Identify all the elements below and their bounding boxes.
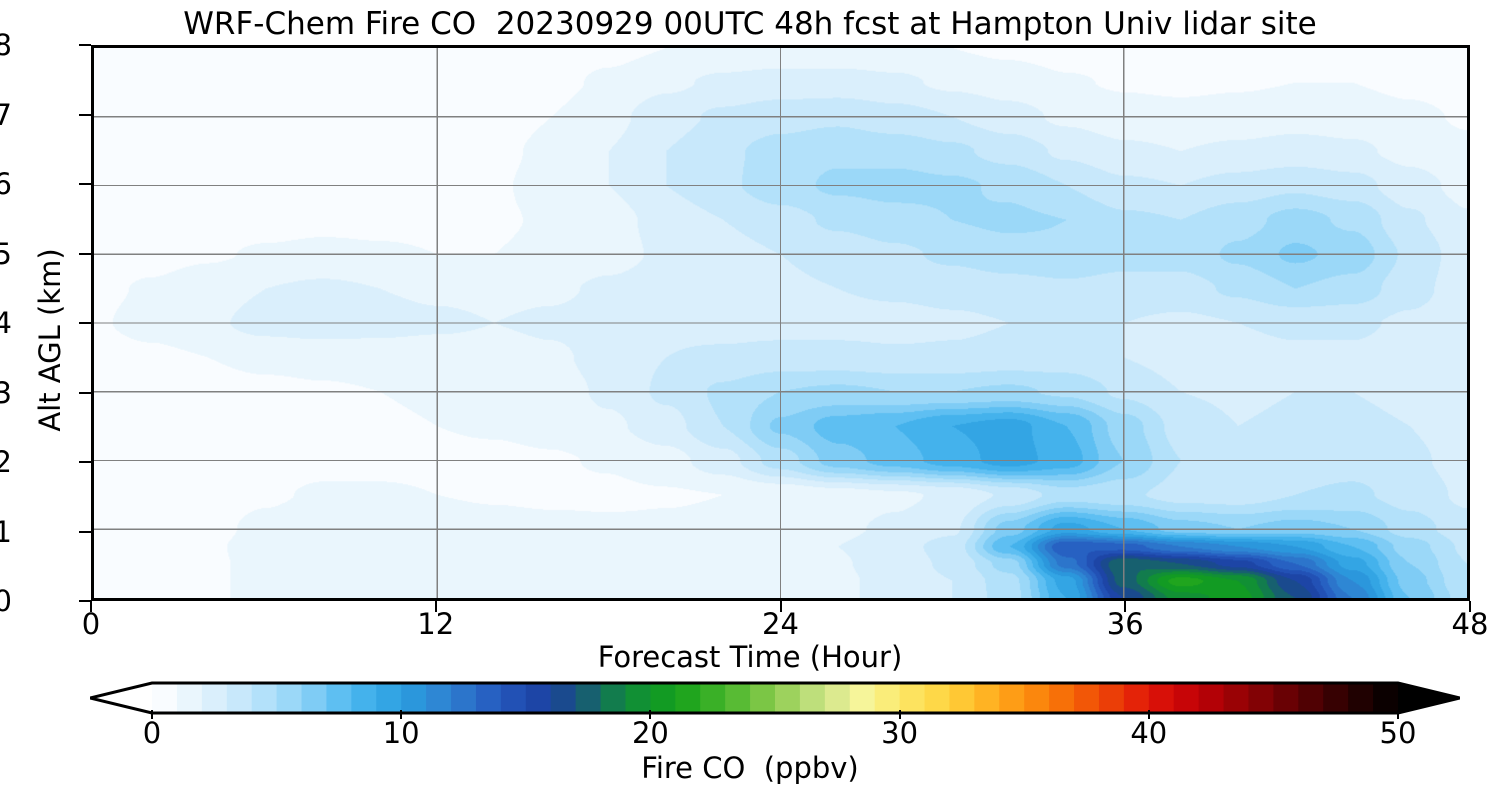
colorbar-tick-mark (400, 710, 403, 719)
y-axis-label: Alt AGL (km) (33, 248, 67, 432)
y-tick-mark (79, 183, 91, 185)
page-title: WRF-Chem Fire CO 20230929 00UTC 48h fcst… (183, 6, 1317, 42)
x-tick-mark (1469, 601, 1471, 612)
y-tick-label: 5 (0, 236, 12, 271)
x-tick-mark (1124, 601, 1127, 612)
colorbar-tick-label: 0 (142, 716, 162, 750)
colorbar-tick-label: 50 (1379, 716, 1417, 750)
y-tick-mark (79, 252, 91, 255)
y-tick-mark (79, 391, 91, 394)
colorbar-tick-label: 20 (631, 716, 669, 750)
colorbar-tick-label: 10 (382, 716, 420, 750)
y-tick-label: 8 (0, 28, 12, 62)
colorbar-tick-label: 30 (881, 716, 919, 750)
x-tick-label: 48 (1451, 607, 1489, 641)
x-tick-label: 24 (762, 607, 799, 641)
y-tick-mark (79, 322, 91, 324)
x-tick-label: 0 (81, 607, 101, 641)
colorbar-tick-mark (1397, 710, 1399, 719)
x-tick-mark (90, 601, 92, 612)
colorbar-tick-label: 40 (1130, 716, 1168, 750)
x-tick-mark (434, 601, 437, 612)
y-tick-mark (79, 113, 91, 116)
x-tick-label: 36 (1106, 607, 1144, 641)
y-tick-mark (79, 530, 91, 533)
x-tick-mark (779, 601, 782, 612)
y-tick-mark (79, 600, 91, 602)
y-tick-mark (79, 461, 91, 463)
x-axis-label: Forecast Time (Hour) (597, 640, 903, 674)
y-tick-label: 0 (0, 584, 12, 618)
y-tick-label: 3 (0, 375, 12, 410)
contour-field (94, 48, 1467, 598)
colorbar-tick-mark (898, 710, 901, 719)
y-tick-label: 4 (0, 306, 12, 340)
colorbar (90, 678, 1460, 718)
x-tick-label: 12 (417, 607, 455, 641)
colorbar-gradient (90, 678, 1460, 718)
colorbar-tick-mark (151, 710, 153, 719)
y-tick-label: 6 (0, 167, 12, 201)
colorbar-tick-mark (1147, 710, 1150, 719)
plot-axes (91, 45, 1470, 601)
colorbar-tick-mark (649, 710, 652, 719)
y-tick-label: 7 (0, 97, 12, 132)
y-tick-label: 1 (0, 514, 12, 549)
colorbar-label: Fire CO (ppbv) (641, 751, 859, 785)
y-tick-mark (79, 44, 91, 46)
y-tick-label: 2 (0, 445, 12, 479)
